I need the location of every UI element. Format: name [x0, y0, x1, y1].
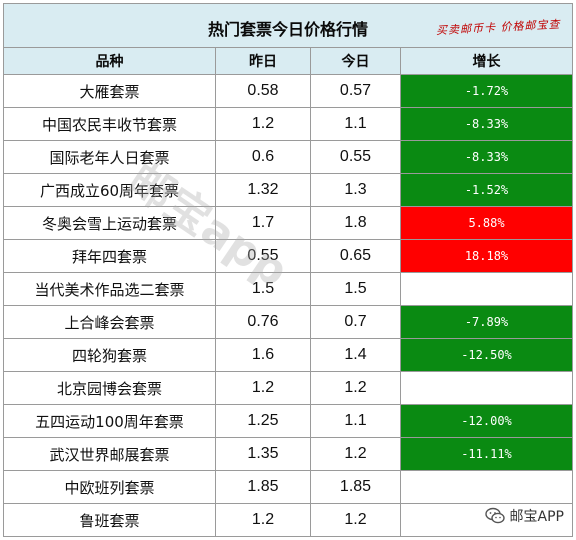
cell-growth: 5.88% — [400, 206, 573, 240]
table-row: 国际老年人日套票 0.6 0.55 -8.33% — [3, 140, 573, 174]
cell-name: 中欧班列套票 — [3, 470, 216, 504]
table-row: 武汉世界邮展套票 1.35 1.2 -11.11% — [3, 437, 573, 471]
cell-growth: -11.11% — [400, 437, 573, 471]
cell-growth — [400, 371, 573, 405]
cell-name: 国际老年人日套票 — [3, 140, 216, 174]
cell-name: 广西成立60周年套票 — [3, 173, 216, 207]
title-row: 热门套票今日价格行情 买卖邮币卡 价格邮宝查 — [3, 3, 573, 48]
cell-today: 1.85 — [310, 470, 401, 504]
cell-name: 北京园博会套票 — [3, 371, 216, 405]
cell-today: 1.1 — [310, 404, 401, 438]
price-table-container: 热门套票今日价格行情 买卖邮币卡 价格邮宝查 品种 昨日 今日 增长 大雁套票 0… — [3, 3, 573, 537]
table-row: 北京园博会套票 1.2 1.2 — [3, 371, 573, 405]
cell-yesterday: 0.55 — [215, 239, 311, 273]
cell-today: 0.7 — [310, 305, 401, 339]
cell-yesterday: 0.76 — [215, 305, 311, 339]
cell-growth: -12.00% — [400, 404, 573, 438]
cell-today: 0.55 — [310, 140, 401, 174]
table-row: 广西成立60周年套票 1.32 1.3 -1.52% — [3, 173, 573, 207]
cell-yesterday: 1.7 — [215, 206, 311, 240]
cell-yesterday: 1.35 — [215, 437, 311, 471]
column-header-today: 今日 — [310, 47, 401, 75]
table-row: 拜年四套票 0.55 0.65 18.18% — [3, 239, 573, 273]
cell-yesterday: 0.6 — [215, 140, 311, 174]
badge-label: 邮宝APP — [509, 509, 564, 525]
cell-growth: -1.52% — [400, 173, 573, 207]
cell-name: 上合峰会套票 — [3, 305, 216, 339]
cell-yesterday: 1.32 — [215, 173, 311, 207]
title-cell: 热门套票今日价格行情 买卖邮币卡 价格邮宝查 — [3, 3, 573, 48]
cell-today: 1.2 — [310, 437, 401, 471]
cell-today: 1.1 — [310, 107, 401, 141]
cell-today: 0.57 — [310, 74, 401, 108]
cell-today: 1.5 — [310, 272, 401, 306]
cell-yesterday: 1.85 — [215, 470, 311, 504]
cell-today: 1.2 — [310, 371, 401, 405]
cell-growth: -12.50% — [400, 338, 573, 372]
cell-name: 拜年四套票 — [3, 239, 216, 273]
cell-name: 五四运动100周年套票 — [3, 404, 216, 438]
cell-growth: 18.18% — [400, 239, 573, 273]
cell-name: 中国农民丰收节套票 — [3, 107, 216, 141]
cell-yesterday: 1.2 — [215, 107, 311, 141]
table-title: 热门套票今日价格行情 — [207, 20, 368, 39]
column-header-growth: 增长 — [400, 47, 573, 75]
cell-today: 1.2 — [310, 503, 401, 537]
wechat-icon — [484, 507, 505, 525]
cell-name: 鲁班套票 — [3, 503, 216, 537]
cell-growth — [400, 503, 573, 537]
table-row: 大雁套票 0.58 0.57 -1.72% — [3, 74, 573, 108]
cell-growth — [400, 470, 573, 504]
cell-yesterday: 0.58 — [215, 74, 311, 108]
cell-name: 四轮狗套票 — [3, 338, 216, 372]
cell-today: 1.3 — [310, 173, 401, 207]
table-row: 上合峰会套票 0.76 0.7 -7.89% — [3, 305, 573, 339]
cell-growth: -8.33% — [400, 140, 573, 174]
cell-today: 1.4 — [310, 338, 401, 372]
cell-yesterday: 1.5 — [215, 272, 311, 306]
cell-name: 冬奥会雪上运动套票 — [3, 206, 216, 240]
cell-yesterday: 1.2 — [215, 371, 311, 405]
column-header-yesterday: 昨日 — [215, 47, 311, 75]
header-row: 品种 昨日 今日 增长 — [3, 47, 573, 75]
table-row: 鲁班套票 1.2 1.2 — [3, 503, 573, 537]
column-header-name: 品种 — [3, 47, 216, 75]
table-row: 当代美术作品选二套票 1.5 1.5 — [3, 272, 573, 306]
cell-name: 大雁套票 — [3, 74, 216, 108]
table-row: 五四运动100周年套票 1.25 1.1 -12.00% — [3, 404, 573, 438]
cell-growth: -7.89% — [400, 305, 573, 339]
cell-yesterday: 1.6 — [215, 338, 311, 372]
cell-name: 武汉世界邮展套票 — [3, 437, 216, 471]
cell-today: 0.65 — [310, 239, 401, 273]
cell-growth: -8.33% — [400, 107, 573, 141]
cell-yesterday: 1.2 — [215, 503, 311, 537]
table-row: 中国农民丰收节套票 1.2 1.1 -8.33% — [3, 107, 573, 141]
app-badge: 邮宝APP — [484, 506, 564, 526]
cell-name: 当代美术作品选二套票 — [3, 272, 216, 306]
cell-today: 1.8 — [310, 206, 401, 240]
cell-growth — [400, 272, 573, 306]
table-row: 冬奥会雪上运动套票 1.7 1.8 5.88% — [3, 206, 573, 240]
cell-yesterday: 1.25 — [215, 404, 311, 438]
cell-growth: -1.72% — [400, 74, 573, 108]
price-table: 热门套票今日价格行情 买卖邮币卡 价格邮宝查 品种 昨日 今日 增长 大雁套票 0… — [3, 3, 573, 537]
table-row: 四轮狗套票 1.6 1.4 -12.50% — [3, 338, 573, 372]
table-row: 中欧班列套票 1.85 1.85 — [3, 470, 573, 504]
